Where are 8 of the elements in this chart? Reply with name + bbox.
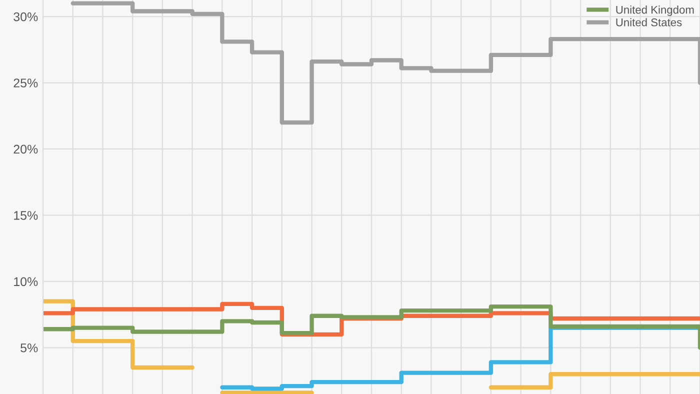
legend-label: United Kingdom: [616, 6, 694, 16]
y-tick-label: 25%: [14, 78, 38, 88]
legend-label: United States: [616, 18, 682, 26]
y-tick-label: 20%: [14, 144, 38, 154]
y-tick-label: 30%: [14, 12, 38, 22]
y-tick-label: 5%: [20, 344, 38, 352]
y-tick-label: 15%: [14, 211, 38, 220]
y-tick-label: 10%: [14, 277, 38, 286]
